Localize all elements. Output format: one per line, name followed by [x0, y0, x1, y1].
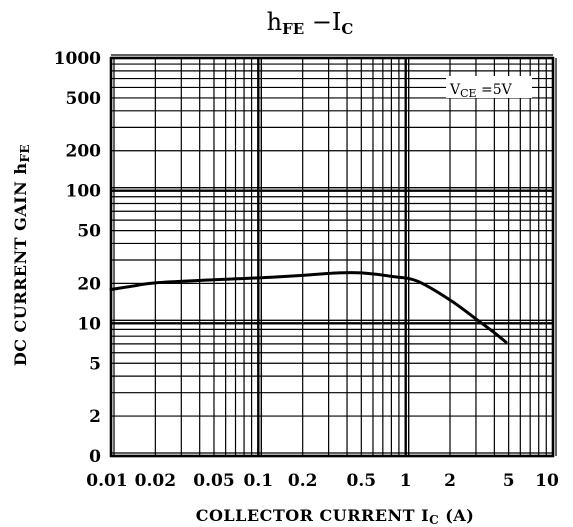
y-tick-label: 0: [89, 447, 101, 467]
chart-title-h: h: [267, 8, 282, 36]
x-axis-label: COLLECTOR CURRENT IC (A): [196, 506, 475, 527]
y-axis-label: DC CURRENT GAIN hFE: [11, 144, 32, 366]
x-axis-label-unit: (A): [439, 506, 474, 525]
x-tick-label: 0.02: [135, 471, 176, 491]
y-axis-label-subscript: FE: [18, 144, 32, 163]
y-tick-label: 20: [77, 274, 101, 294]
y-tick-labels: 0 2 5 10 20 50 100 200 500 1000: [54, 49, 101, 467]
vce-annotation-v: V: [449, 82, 461, 98]
y-tick-label: 50: [77, 222, 101, 242]
x-tick-label: 1: [400, 471, 412, 491]
x-tick-label: 0.01: [86, 471, 127, 491]
y-tick-label: 2: [89, 407, 101, 427]
x-tick-label: 2: [444, 471, 456, 491]
y-tick-label: 100: [66, 182, 102, 202]
vce-annotation-value: =5V: [477, 82, 513, 98]
x-tick-label: 0.05: [193, 471, 234, 491]
y-tick-label: 10: [77, 314, 101, 334]
x-tick-labels: 0.01 0.02 0.05 0.1 0.2 0.5 1 2 5 10: [86, 471, 559, 491]
major-grid: [109, 54, 557, 458]
vce-annotation-ce-subscript: CE: [460, 87, 476, 100]
chart-title-c-subscript: C: [341, 20, 353, 38]
x-tick-label: 10: [535, 471, 559, 491]
chart-title-ic: −I: [304, 8, 341, 36]
annotation-background: [446, 76, 532, 98]
y-tick-label: 200: [66, 142, 102, 162]
x-tick-label: 0.5: [347, 471, 377, 491]
chart-title: hFE −IC: [267, 8, 354, 38]
x-tick-label: 0.2: [288, 471, 318, 491]
chart-title-fe-subscript: FE: [282, 20, 304, 38]
vce-annotation: VCE =5V: [449, 82, 513, 100]
x-tick-label: 0.1: [244, 471, 274, 491]
minor-grid: [111, 58, 553, 456]
y-tick-label: 1000: [54, 49, 101, 69]
hfe-curve: [109, 271, 508, 344]
plot-area-frame: [109, 56, 555, 458]
y-axis-label-text: DC CURRENT GAIN h: [11, 163, 30, 367]
y-tick-label: 5: [89, 354, 101, 374]
y-tick-label: 500: [66, 89, 102, 109]
x-axis-label-subscript: C: [429, 513, 439, 527]
x-tick-label: 5: [503, 471, 515, 491]
x-axis-label-text: COLLECTOR CURRENT I: [196, 506, 429, 525]
